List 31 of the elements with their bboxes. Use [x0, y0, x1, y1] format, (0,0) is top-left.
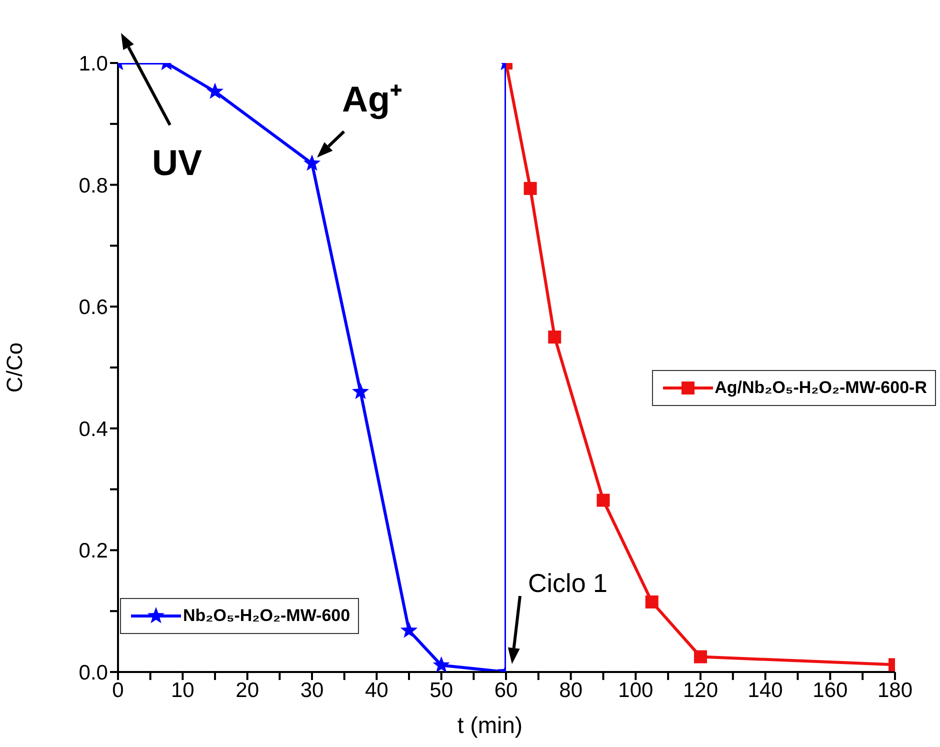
x-tick-label: 80 — [559, 678, 583, 702]
y-axis-title: C/Co — [2, 342, 27, 393]
point — [645, 595, 658, 608]
point — [596, 494, 610, 507]
x-tick-label: 140 — [748, 678, 783, 702]
x-tick-label: 50 — [430, 678, 454, 702]
y-tick-label: 0.2 — [78, 540, 108, 563]
annotation: Ciclo 1 — [528, 568, 608, 598]
annotation: UV — [152, 142, 202, 183]
x-tick-label: 120 — [682, 678, 718, 702]
x-tick-label: 160 — [812, 678, 848, 702]
x-tick-label: 60 — [494, 678, 518, 702]
y-tick-label: 0.8 — [78, 174, 108, 198]
x-tick-label: 40 — [364, 678, 388, 702]
y-tick-label: 0.0 — [78, 661, 108, 684]
point — [524, 182, 537, 195]
y-tick-label: 0.6 — [78, 296, 108, 320]
x-tick-label: 100 — [618, 678, 654, 702]
x-tick-label: 20 — [236, 678, 260, 702]
x-tick-label: 10 — [170, 678, 194, 702]
x-axis-title: t (min) — [456, 712, 524, 739]
y-tick-label: 1.0 — [78, 52, 108, 76]
x-tick-label: 30 — [300, 678, 324, 702]
point — [548, 330, 562, 344]
point — [694, 650, 707, 664]
legend-label: Ag/Nb₂O₅-H₂O₂-MW-600-R — [714, 378, 927, 398]
annotation: Ag⁺ — [342, 78, 402, 120]
y-tick-label: 0.4 — [78, 418, 108, 441]
legend-label: Nb₂O₅-H₂O₂-MW-600 — [183, 606, 350, 626]
x-tick-label: 180 — [877, 678, 913, 702]
x-tick-label: 0 — [112, 678, 124, 702]
